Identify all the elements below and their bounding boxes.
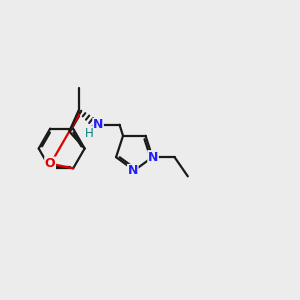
Text: O: O xyxy=(45,157,56,170)
Text: H: H xyxy=(85,127,94,140)
Text: N: N xyxy=(148,151,158,164)
Text: N: N xyxy=(93,118,103,131)
Text: N: N xyxy=(128,164,138,178)
